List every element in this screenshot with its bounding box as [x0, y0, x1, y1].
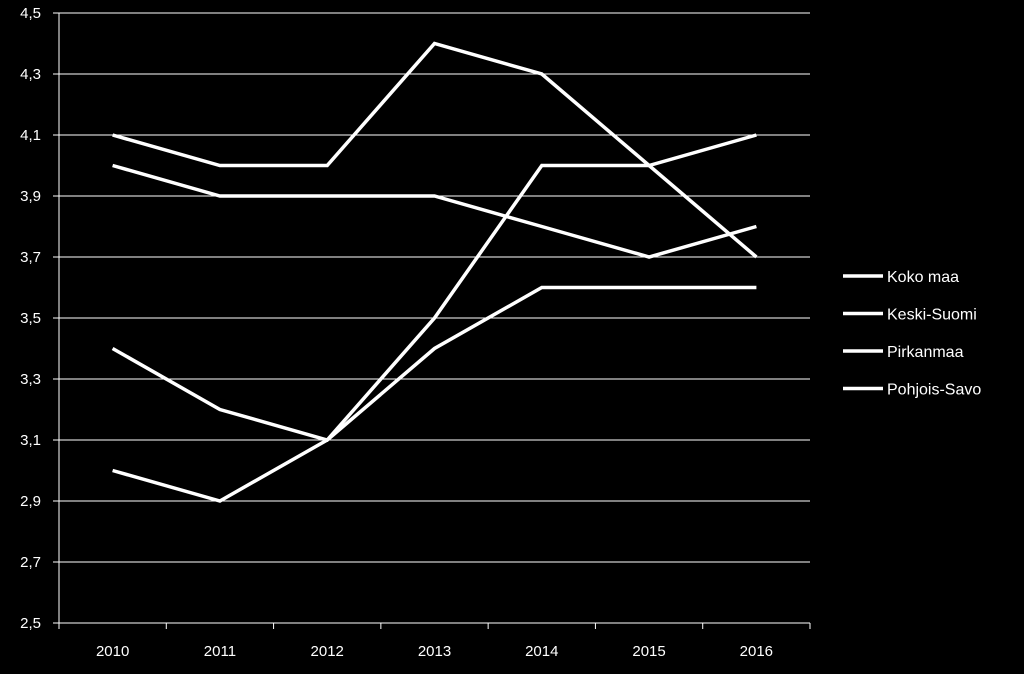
- legend: Koko maa Keski-Suomi Pirkanmaa Pohjois-Savo: [843, 269, 981, 399]
- y-tick-label: 2,7: [20, 554, 41, 571]
- x-tick-label: 2014: [525, 643, 558, 660]
- legend-label-keski-suomi: Keski-Suomi: [887, 307, 977, 324]
- y-tick-label: 2,5: [20, 615, 41, 632]
- y-tick-labels: 2,5 2,7 2,9 3,1 3,3 3,5 3,7 3,9 4,1 4,3 4,5: [20, 5, 41, 632]
- y-tick-label: 3,5: [20, 310, 41, 327]
- legend-label-koko-maa: Koko maa: [887, 269, 959, 286]
- x-tick-label: 2013: [418, 643, 451, 660]
- x-tick-label: 2011: [204, 643, 236, 660]
- y-tick-label: 3,7: [20, 249, 41, 266]
- x-tick-label: 2016: [740, 643, 773, 660]
- y-tick-label: 3,9: [20, 188, 41, 205]
- x-tick-labels: 2010 2011 2012 2013 2014 2015 2016: [96, 643, 773, 660]
- x-tick-label: 2010: [96, 643, 129, 660]
- series-line-koko-maa: [112, 41, 758, 259]
- y-tick-label: 4,1: [20, 127, 41, 144]
- y-tick-label: 3,3: [20, 371, 41, 388]
- series-lines: [111, 41, 758, 503]
- axes: [53, 12, 811, 629]
- y-tick-label: 2,9: [20, 493, 41, 510]
- series-line-keski-suomi: [112, 163, 757, 259]
- series-line-pirkanmaa: [111, 285, 757, 442]
- y-tick-label: 3,1: [20, 432, 41, 449]
- legend-label-pirkanmaa: Pirkanmaa: [887, 344, 964, 361]
- legend-label-pohjois-savo: Pohjois-Savo: [887, 382, 981, 399]
- x-tick-label: 2015: [632, 643, 665, 660]
- y-tick-label: 4,3: [20, 66, 41, 83]
- series-line-pohjois-savo: [112, 133, 757, 503]
- x-tick-label: 2012: [311, 643, 344, 660]
- y-tick-label: 4,5: [20, 5, 41, 22]
